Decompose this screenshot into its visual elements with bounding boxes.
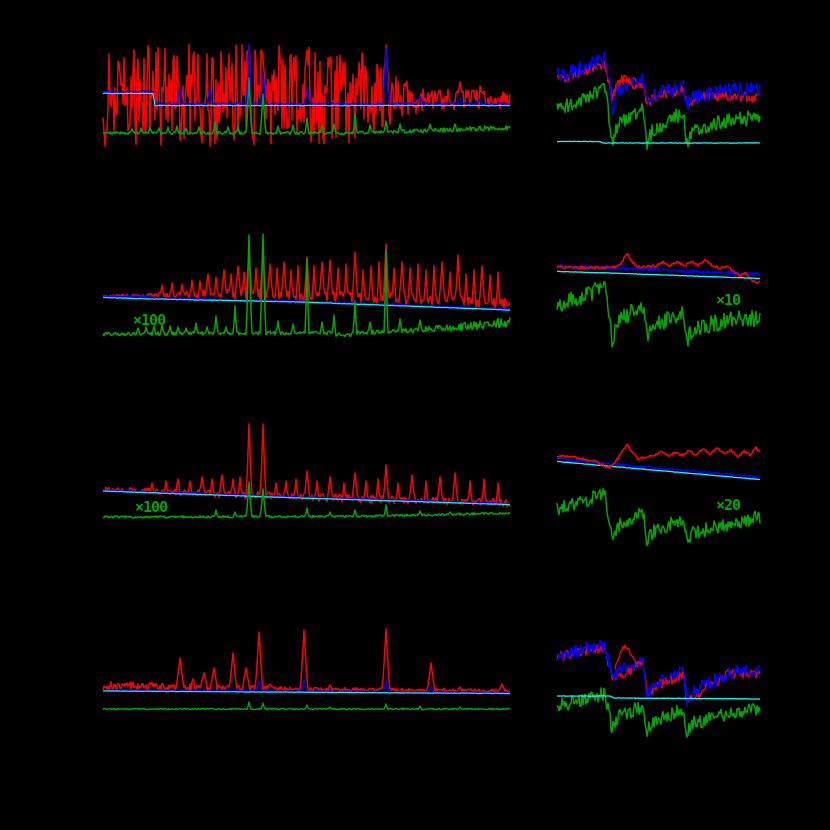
series-right-2-cyan bbox=[557, 270, 761, 280]
series-left-1-blue bbox=[102, 44, 511, 107]
series-left-4-green bbox=[102, 701, 511, 711]
series-right-3-cyan bbox=[556, 460, 760, 481]
series-left-3-blue bbox=[102, 489, 511, 505]
panel-left-2 bbox=[102, 233, 511, 338]
series-right-2-blue bbox=[556, 263, 761, 277]
series-left-1-green bbox=[102, 77, 511, 136]
series-left-3-red bbox=[102, 423, 511, 508]
scale-label-right3: ×20 bbox=[716, 496, 741, 514]
series-right-3-blue bbox=[556, 457, 760, 479]
series-left-4-red bbox=[102, 628, 511, 693]
scale-label-right2: ×10 bbox=[716, 291, 741, 309]
series-left-2-green bbox=[102, 233, 511, 338]
panel-right-3 bbox=[556, 443, 761, 547]
series-right-2-green bbox=[556, 280, 761, 348]
panel-right-1 bbox=[556, 51, 761, 151]
series-right-1-red2 bbox=[611, 76, 641, 97]
series-right-3-red bbox=[556, 443, 761, 470]
series-left-1-red bbox=[102, 43, 511, 147]
series-right-1-cyan bbox=[556, 140, 761, 144]
series-right-3-green bbox=[556, 487, 761, 547]
series-left-3-cyan bbox=[102, 490, 510, 506]
series-right-4-cyan bbox=[557, 695, 761, 700]
scale-label-left3: ×100 bbox=[135, 498, 168, 516]
series-right-2-red bbox=[556, 252, 761, 284]
series-right-1-green bbox=[556, 82, 761, 151]
series-left-1-cyan bbox=[102, 92, 511, 107]
panel-left-4 bbox=[102, 628, 511, 711]
scale-label-left2: ×100 bbox=[133, 311, 166, 329]
panel-right-2 bbox=[556, 252, 761, 348]
series-left-3-green bbox=[102, 481, 511, 519]
series-right-4-green bbox=[556, 687, 761, 738]
panel-right-4 bbox=[556, 640, 761, 738]
panel-left-1 bbox=[102, 43, 511, 147]
panel-left-3 bbox=[102, 423, 511, 519]
series-left-4-cyan bbox=[102, 690, 511, 695]
series-right-4-red2 bbox=[614, 644, 643, 670]
series-right-4-blue bbox=[556, 640, 761, 707]
series-right-1-blue bbox=[556, 51, 761, 115]
